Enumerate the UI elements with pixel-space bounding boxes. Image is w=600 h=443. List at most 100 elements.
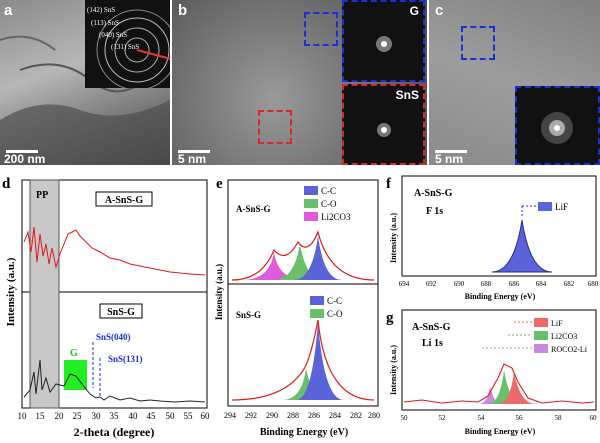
saed-ring-label-3: (040) SnS (99, 31, 128, 39)
panel-e-label: e (216, 176, 223, 192)
f-xtick: 684 (536, 280, 547, 288)
panel-d-ylabel: Intensity (a.u.) (5, 257, 17, 326)
panel-c-scale-bar (435, 150, 467, 153)
g-xtick: 56 (516, 414, 524, 422)
fft-inset-graphene: G (342, 0, 425, 82)
g-envelope (403, 363, 595, 404)
top-sample-label: A-SnS-G (105, 195, 144, 206)
g-legend-lif: LiF (551, 319, 563, 328)
d-xtick: 15 (36, 411, 46, 421)
panel-b-scale-bar (178, 150, 210, 153)
panel-d-xrd-chart: d Intensity (a.u.) PP G A-SnS-G SnS-G Sn… (2, 176, 211, 439)
d-xtick: 50 (166, 411, 176, 421)
panel-g-xticks: 50 52 54 56 58 60 (401, 414, 598, 422)
panel-e-xlabel: Binding Energy (eV) (260, 427, 348, 438)
sns040-label: SnS(040) (96, 332, 131, 342)
panel-c-label: c (435, 2, 444, 19)
fft-graphene-label: G (409, 4, 419, 18)
f-element: F 1s (426, 206, 443, 217)
e-xtick: 280 (368, 411, 380, 420)
f-sample: A-SnS-G (414, 188, 453, 199)
e-bottom-co-peak (282, 368, 330, 400)
panel-a-tem-image: a (142) SnS (113) SnS (040) SnS (131) Sn… (0, 0, 170, 165)
d-xtick: 35 (110, 411, 120, 421)
panel-g-xps-chart: g Intensity (a.u.) A-SnS-G Li 1s LiF Li2… (386, 309, 598, 436)
g-rocoli-peak (478, 386, 502, 404)
e-legend-co-swatch (304, 199, 318, 208)
a-sns-g-xrd-trace (23, 226, 206, 276)
g-xtick: 58 (555, 414, 563, 422)
e-top-sample: A-SnS-G (236, 204, 271, 214)
panel-c-hrtem-image: c 5 nm (429, 0, 600, 165)
panel-a-label: a (4, 2, 13, 19)
e-legend2-cc-swatch (310, 296, 324, 305)
fft-graphene-spots (376, 36, 392, 52)
sns-g-xrd-trace (23, 359, 206, 403)
panel-f-xlabel: Binding Energy (eV) (465, 292, 536, 301)
e-bottom-envelope (231, 319, 375, 401)
e-xtick: 290 (266, 411, 278, 420)
g-legend-rocoli-swatch (534, 344, 548, 353)
e-xtick: 286 (308, 411, 320, 420)
top-sample-box (95, 191, 153, 207)
g-region-label: G (70, 348, 78, 359)
panel-d-xlabel: 2-theta (degree) (74, 425, 155, 439)
e-xtick: 292 (245, 411, 257, 420)
saed-inset: (142) SnS (113) SnS (040) SnS (131) SnS (85, 0, 170, 91)
graphene-region-box (304, 12, 338, 46)
bottom-sample-label: SnS-G (107, 307, 135, 318)
fft-sns-label: SnS (395, 88, 419, 102)
panel-f-frame (401, 175, 597, 277)
d-xtick: 45 (147, 411, 157, 421)
e-xtick: 284 (329, 411, 341, 420)
g-xtick: 54 (478, 414, 486, 422)
g-xtick: 50 (401, 414, 409, 422)
f-xtick: 692 (426, 280, 437, 288)
e-top-li2co3-peak (242, 252, 306, 280)
panel-b-label: b (178, 2, 188, 19)
panel-g-ylabel: Intensity (a.u.) (389, 345, 398, 395)
g-legend-rocoli: ROCO2-Li (551, 345, 588, 354)
e-legend2-cc: C-C (327, 296, 342, 306)
panel-e-xps-chart: e Intensity (a.u.) A-SnS-G C-C C-O Li2CO… (214, 176, 380, 438)
f-legend-lif: LiF (555, 202, 568, 212)
fft-sns-spots (377, 123, 391, 137)
f-lif-peak (491, 219, 553, 273)
panel-f-label: f (386, 176, 392, 192)
panel-b-scale-text: 5 nm (178, 152, 207, 165)
panel-e-ylabel: Intensity (a.u.) (214, 264, 224, 320)
d-xtick: 55 (184, 411, 194, 421)
f-xtick: 682 (564, 280, 575, 288)
saed-ring-label-2: (113) SnS (91, 19, 119, 27)
d-xtick: 60 (201, 411, 211, 421)
d-xtick: 20 (55, 411, 65, 421)
panel-f-ylabel: Intensity (a.u.) (389, 213, 398, 263)
g-legend-li2co3: Li2CO3 (551, 332, 577, 341)
f-xtick: 688 (481, 280, 492, 288)
d-xtick: 10 (18, 411, 28, 421)
panel-d-frame (21, 179, 208, 409)
e-bottom-sample: SnS-G (236, 310, 261, 320)
f-xtick: 694 (399, 280, 410, 288)
panel-g-xlabel: Binding Energy (eV) (465, 427, 536, 436)
f-xtick: 686 (509, 280, 520, 288)
e-xtick: 288 (287, 411, 299, 420)
panel-c-region-box (461, 26, 495, 60)
panel-a-scale-text: 200 nm (4, 152, 46, 165)
e-legend-cc-swatch (304, 186, 318, 195)
g-lif-peak (498, 372, 536, 404)
saed-ring-label-1: (142) SnS (87, 6, 116, 14)
e-xtick: 282 (350, 411, 362, 420)
e-legend-cc: C-C (321, 186, 336, 196)
panel-d-label: d (2, 176, 11, 192)
panel-g-label: g (386, 310, 394, 326)
saed-ring-label-4: (131) SnS (111, 43, 140, 51)
fft-inset-sns: SnS (342, 84, 425, 165)
g-xtick: 52 (439, 414, 447, 422)
d-xtick: 30 (92, 411, 102, 421)
f-xtick: 680 (588, 280, 599, 288)
bottom-sample-box (99, 303, 143, 319)
pp-label: PP (36, 190, 48, 201)
e-legend2-co-swatch (310, 309, 324, 318)
panel-f-xticks: 694 692 690 688 686 684 682 680 (399, 280, 599, 288)
